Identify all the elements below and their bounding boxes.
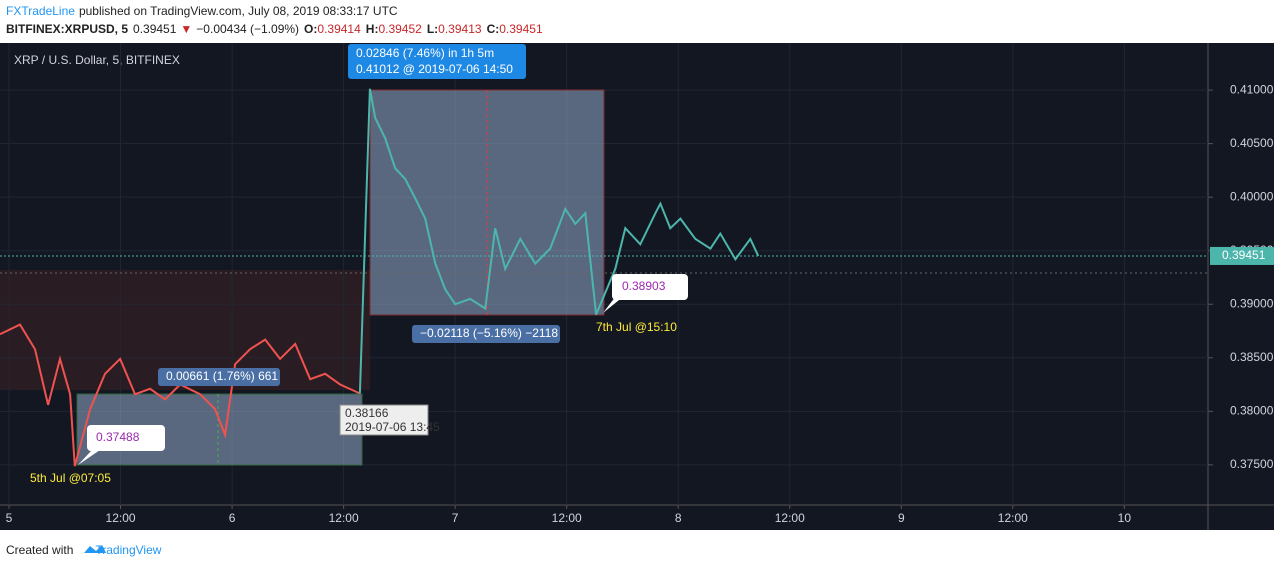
footer: Created with TradingView: [6, 543, 162, 557]
x-tick-label: 7: [452, 511, 459, 525]
price-line: [358, 88, 760, 394]
x-tick-label: 12:00: [106, 511, 136, 525]
ohlc-label: H:: [366, 22, 379, 36]
callout: [412, 325, 560, 343]
ticker-line: BITFINEX:XRPUSD, 5 0.39451 ▼ −0.00434 (−1.0…: [6, 22, 543, 36]
logo: [84, 545, 106, 553]
publisher: FXTradeLine: [6, 4, 75, 18]
ohlc-value: 0.39451: [499, 22, 543, 36]
callout: [339, 404, 429, 436]
callout-pointer: [78, 450, 100, 465]
y-tick-label: 0.37500: [1230, 457, 1274, 471]
last-price-tag: [1210, 246, 1274, 265]
y-tick-label: 0.38000: [1230, 403, 1274, 417]
callout-pointer: [603, 296, 624, 313]
brand: TradingView: [95, 543, 161, 557]
y-tick-label: 0.40000: [1230, 189, 1274, 203]
ohlc-label: L:: [427, 22, 438, 36]
change: −0.00434 (−1.09%): [196, 22, 299, 36]
ohlc-value: 0.39414: [317, 22, 361, 36]
y-tick-label: 0.38500: [1230, 350, 1274, 364]
callout-text: 2019-07-06 13:45: [345, 420, 440, 434]
callout-text: 0.41012 @ 2019-07-06 14:50: [356, 62, 513, 76]
x-tick-label: 12:00: [775, 511, 805, 525]
x-tick-label: 12:00: [329, 511, 359, 525]
callout: [158, 368, 280, 386]
x-tick-label: 12:00: [552, 511, 582, 525]
callout: [348, 44, 526, 79]
callout-text: 0.37488: [96, 430, 140, 444]
date-label: 5th Jul @07:05: [30, 471, 111, 485]
x-tick-label: 12:00: [998, 511, 1028, 525]
created: Created with: [6, 543, 73, 557]
ohlc-label: C:: [487, 22, 500, 36]
published: published on TradingView.com, July 08, 2…: [79, 4, 398, 18]
y-tick-label: 0.41000: [1230, 82, 1274, 96]
ohlc-value: 0.39452: [378, 22, 422, 36]
header-line: FXTradeLine published on TradingView.com,…: [6, 4, 398, 18]
callout-text: −0.02118 (−5.16%) −2118: [420, 326, 558, 340]
price-line: [0, 323, 361, 467]
x-tick-label: 6: [229, 511, 236, 525]
ohlc-value: 0.39413: [438, 22, 482, 36]
callout: [87, 425, 165, 451]
date-label: 7th Jul @15:10: [596, 320, 677, 334]
arrow: ▼: [180, 22, 192, 36]
last: 0.39451: [133, 22, 177, 36]
callout: [612, 274, 688, 300]
y-tick-label: 0.40500: [1230, 136, 1274, 150]
callout-text: 0.38903: [622, 279, 666, 293]
measure-box: [369, 89, 605, 316]
x-tick-label: 8: [675, 511, 682, 525]
x-tick-label: 9: [898, 511, 905, 525]
callout-text: 0.02846 (7.46%) in 1h 5m: [356, 46, 494, 60]
ohlc-label: O:: [304, 22, 317, 36]
chart-title: XRP / U.S. Dollar, 5, BITFINEX: [14, 53, 180, 67]
callout-text: 0.38166: [345, 406, 389, 420]
y-tick-label: 0.39000: [1230, 296, 1274, 310]
x-tick-label: 5: [6, 511, 13, 525]
x-tick-label: 10: [1118, 511, 1132, 525]
last-price-label: 0.39451: [1222, 248, 1266, 262]
callout-text: 0.00661 (1.76%) 661: [166, 369, 278, 383]
symbol: BITFINEX:XRPUSD, 5: [6, 22, 128, 36]
